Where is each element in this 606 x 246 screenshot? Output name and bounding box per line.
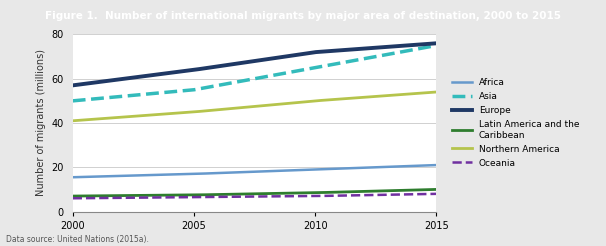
Text: Data source: United Nations (2015a).: Data source: United Nations (2015a). <box>6 234 149 244</box>
Text: Figure 1.  Number of international migrants by major area of destination, 2000 t: Figure 1. Number of international migran… <box>45 11 561 21</box>
Y-axis label: Number of migrants (millions): Number of migrants (millions) <box>36 49 46 197</box>
Legend: Africa, Asia, Europe, Latin America and the
Caribbean, Northern America, Oceania: Africa, Asia, Europe, Latin America and … <box>451 78 579 168</box>
